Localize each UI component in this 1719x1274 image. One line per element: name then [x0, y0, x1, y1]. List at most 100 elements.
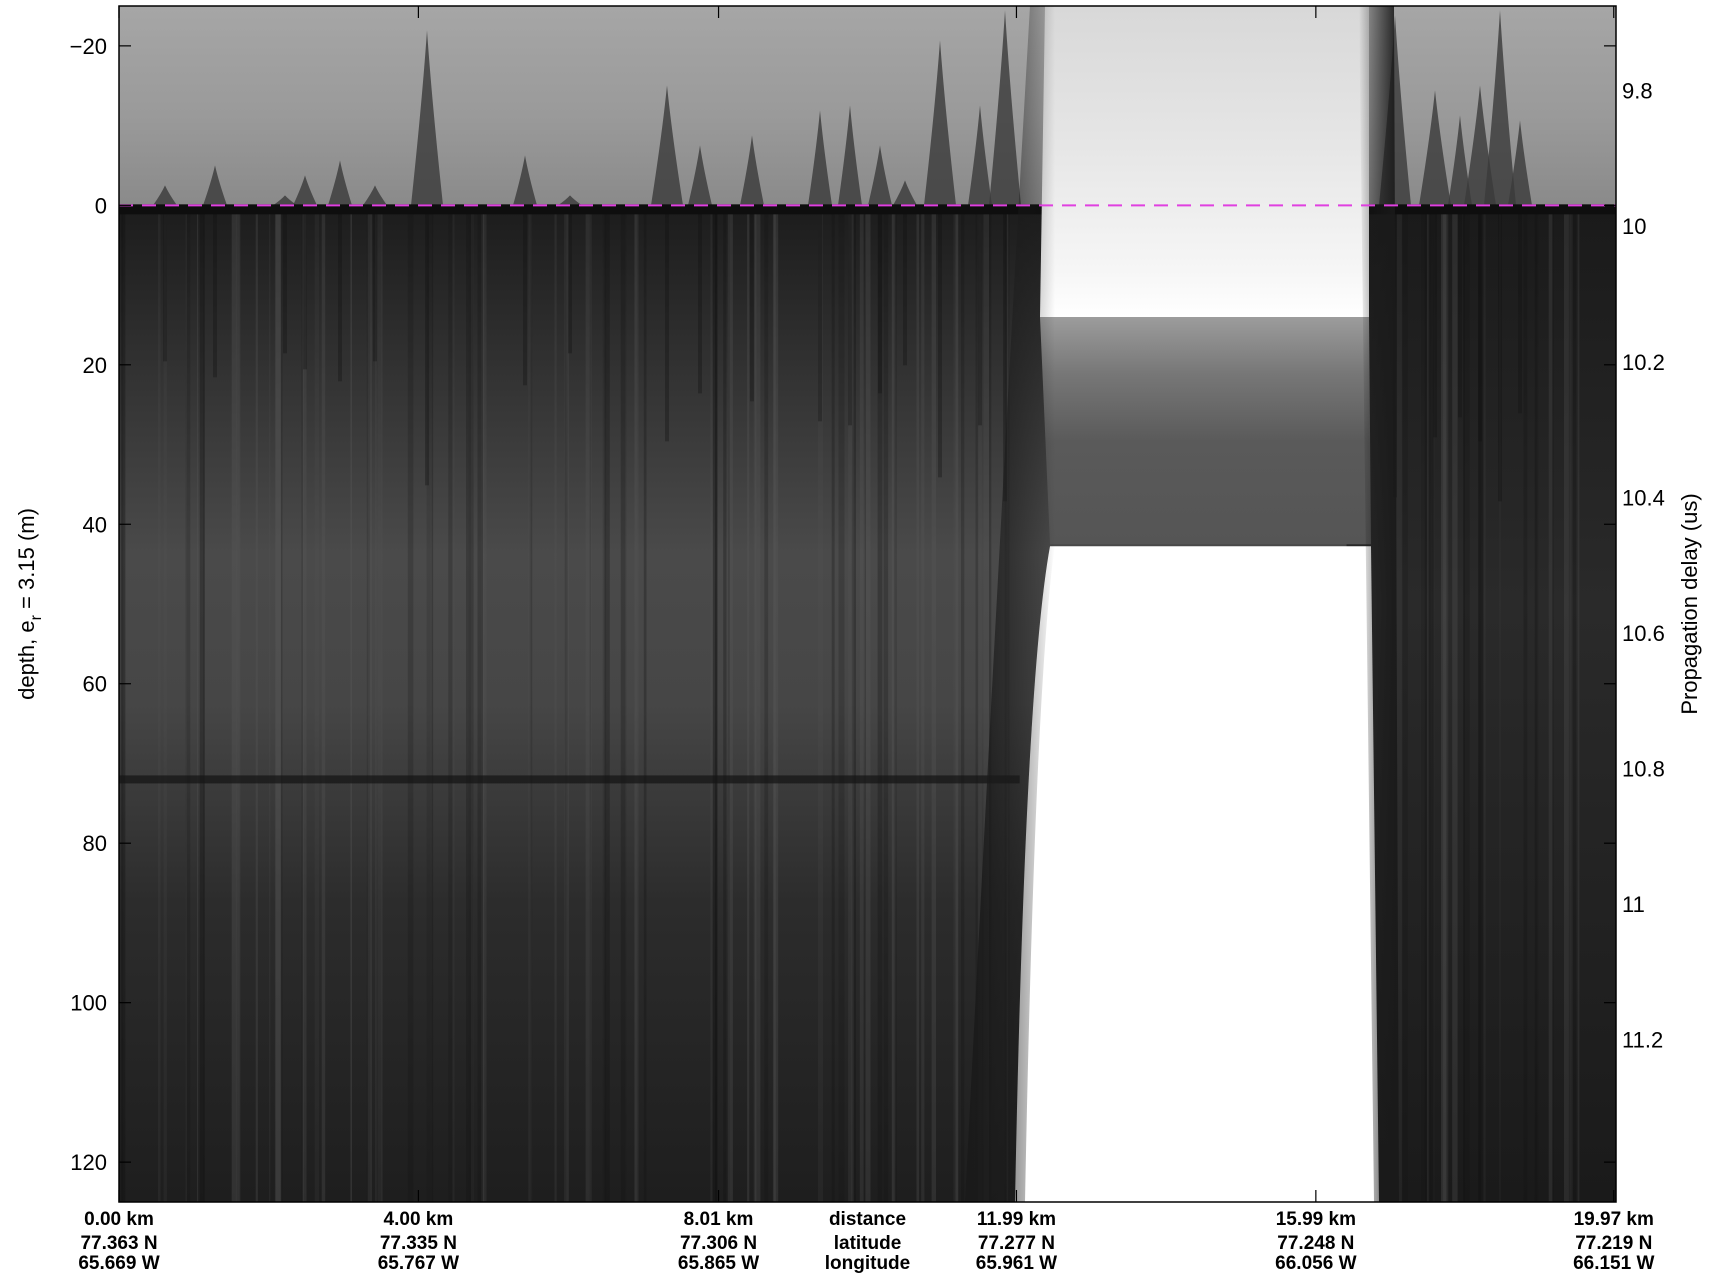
echogram-streak [1432, 213, 1435, 1202]
echogram-streak [237, 213, 241, 1202]
echogram-streak [203, 213, 205, 1202]
tick-longitude-label: 66.056 W [1275, 1253, 1356, 1274]
echogram-streak [589, 213, 591, 1202]
tick-distance-label: 11.99 km [977, 1209, 1056, 1230]
echogram-streak [477, 213, 483, 1202]
echogram-streak [301, 213, 303, 1202]
echogram-streak [931, 213, 936, 1202]
echogram-streak [302, 213, 307, 1202]
clutter-spike [513, 155, 537, 206]
clutter-spike [968, 105, 992, 206]
clutter-spike [1448, 115, 1472, 206]
clutter-shadow [425, 205, 429, 486]
clutter-shadow [338, 205, 342, 382]
echogram-streak [1464, 213, 1470, 1202]
tick-latitude-label: 77.363 N [80, 1233, 157, 1254]
clutter-shadow [818, 205, 822, 422]
echogram-streak [764, 213, 769, 1202]
echogram-streak [448, 213, 453, 1202]
tick-latitude-label: 77.306 N [680, 1233, 757, 1254]
echogram-streak [1478, 213, 1484, 1202]
left-tick-label: −20 [70, 34, 107, 59]
clutter-spike [328, 160, 352, 206]
echogram-streak [859, 213, 864, 1202]
tick-longitude-label: 65.767 W [378, 1253, 459, 1274]
gap-mid-band [1040, 316, 1371, 545]
clutter-spike [989, 10, 1021, 206]
echogram-streak [1499, 213, 1501, 1202]
echogram-streak [838, 213, 845, 1202]
echogram-streak [585, 213, 592, 1202]
tick-latitude-label: 77.248 N [1277, 1233, 1354, 1254]
tick-longitude-label: 65.961 W [976, 1253, 1057, 1274]
echogram-streak [851, 213, 853, 1202]
echogram-streak [281, 213, 283, 1202]
echogram-streak [921, 213, 925, 1202]
echogram-streak [529, 213, 532, 1202]
echogram-streak [977, 213, 982, 1202]
clutter-shadow [903, 205, 907, 366]
tick-longitude-label: 66.151 W [1573, 1253, 1654, 1274]
echogram-streak [314, 213, 320, 1202]
echogram-streak [426, 213, 431, 1202]
bottom-row-title: latitude [834, 1233, 902, 1254]
gap-upper-gradient [1040, 6, 1369, 317]
left-tick-label: 40 [83, 512, 107, 537]
echogram-streak [452, 213, 455, 1202]
tick-distance-label: 4.00 km [384, 1209, 454, 1230]
left-tick-label: 20 [83, 353, 107, 378]
right-tick-label: 10.8 [1622, 756, 1665, 781]
right-tick-label: 10.2 [1622, 350, 1665, 375]
echogram-streak [321, 213, 326, 1202]
echogram-streak [989, 213, 992, 1202]
tick-latitude-label: 77.219 N [1575, 1233, 1652, 1254]
echogram-streak [554, 213, 557, 1202]
echogram-streak [119, 213, 125, 1202]
tick-distance-label: 19.97 km [1574, 1209, 1654, 1230]
echogram-streak [366, 213, 370, 1202]
right-tick-label: 9.8 [1622, 79, 1653, 104]
echogram-streak [713, 213, 717, 1202]
echogram-streak [916, 213, 920, 1202]
clutter-spike [1484, 10, 1516, 206]
clutter-shadow [1003, 205, 1007, 502]
echogram-streak [728, 213, 730, 1202]
echogram-streak [727, 213, 733, 1202]
echogram-streak [643, 213, 647, 1202]
echogram-streak [755, 213, 761, 1202]
clutter-shadow [750, 205, 754, 402]
clutter-shadow [163, 205, 167, 362]
echogram-streak [1441, 213, 1447, 1202]
bottom-row-title: longitude [825, 1253, 910, 1274]
left-tick-label: 0 [95, 193, 107, 218]
echogram-streak [274, 213, 281, 1202]
tick-distance-label: 15.99 km [1276, 1209, 1356, 1230]
clutter-spike [808, 110, 832, 206]
left-tick-label: 120 [70, 1150, 107, 1175]
clutter-spike [558, 195, 582, 206]
echogram-streak [121, 213, 126, 1202]
clutter-spike [363, 185, 387, 206]
echogram-streak [604, 213, 610, 1202]
tick-distance-label: 8.01 km [684, 1209, 754, 1230]
clutter-shadow [1478, 205, 1482, 442]
echogram-streak [634, 213, 637, 1202]
echogram-streak [381, 213, 383, 1202]
clutter-shadow [698, 205, 702, 394]
surface-clutter-spikes [153, 10, 1532, 502]
echogram-streak [1424, 213, 1431, 1202]
echogram-streak [275, 213, 282, 1202]
echogram-streak [747, 213, 750, 1202]
echogram-streak [301, 213, 304, 1202]
echogram-streak [375, 213, 377, 1202]
echogram-streak [1569, 213, 1573, 1202]
echogram-streak [621, 213, 627, 1202]
clutter-shadow [665, 205, 669, 442]
clutter-spike [1419, 90, 1451, 206]
echogram-streak [883, 213, 889, 1202]
clutter-spike [651, 85, 683, 206]
gap-blank-region [1015, 546, 1379, 1202]
right-delay-axis: 9.8 10 10.2 10.4 10.6 10.8 11 11.2 [1622, 79, 1665, 1053]
echogram-streak [185, 213, 191, 1202]
